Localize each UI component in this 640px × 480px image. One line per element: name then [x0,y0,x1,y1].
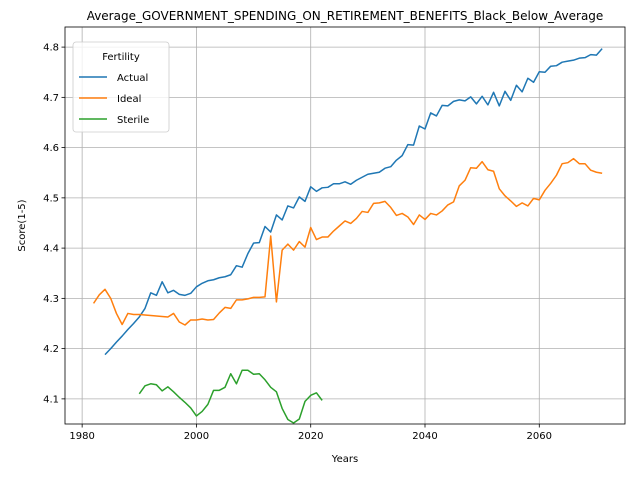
plot-frame [64,26,626,425]
series-line-sterile [138,369,323,424]
legend-label-sterile: Sterile [117,115,149,126]
legend: Fertility Actual Ideal Sterile [72,41,170,133]
y-tick-label: 4.2 [43,344,59,355]
y-tick-label: 4.7 [43,93,59,104]
x-axis-label: Years [331,454,358,465]
y-tick-label: 4.8 [43,43,59,54]
legend-box [72,41,170,133]
y-axis-label: Score(1-5) [17,199,28,251]
axis-ticks: 1980 2000 2020 2040 2060 4.1 4.2 4.3 4.4 4.5 4.6 4.… [43,43,552,442]
grid [65,27,625,424]
y-tick-label: 4.6 [43,143,59,154]
x-tick-label: 2020 [298,431,323,442]
x-tick-label: 2040 [412,431,437,442]
y-tick-label: 4.4 [43,244,59,255]
series-line-actual [104,48,603,356]
legend-title: Fertility [102,52,140,63]
x-tick-label: 2060 [527,431,552,442]
y-tick-label: 4.5 [43,193,59,204]
y-tick-label: 4.1 [43,394,59,405]
y-tick-label: 4.3 [43,294,59,305]
legend-label-ideal: Ideal [117,94,141,105]
chart-title: Average_GOVERNMENT_SPENDING_ON_RETIREMEN… [87,9,604,23]
series-lines [92,48,603,424]
x-tick-label: 2000 [184,431,209,442]
x-tick-label: 1980 [69,431,94,442]
series-line-ideal [92,157,603,326]
legend-label-actual: Actual [117,73,148,84]
